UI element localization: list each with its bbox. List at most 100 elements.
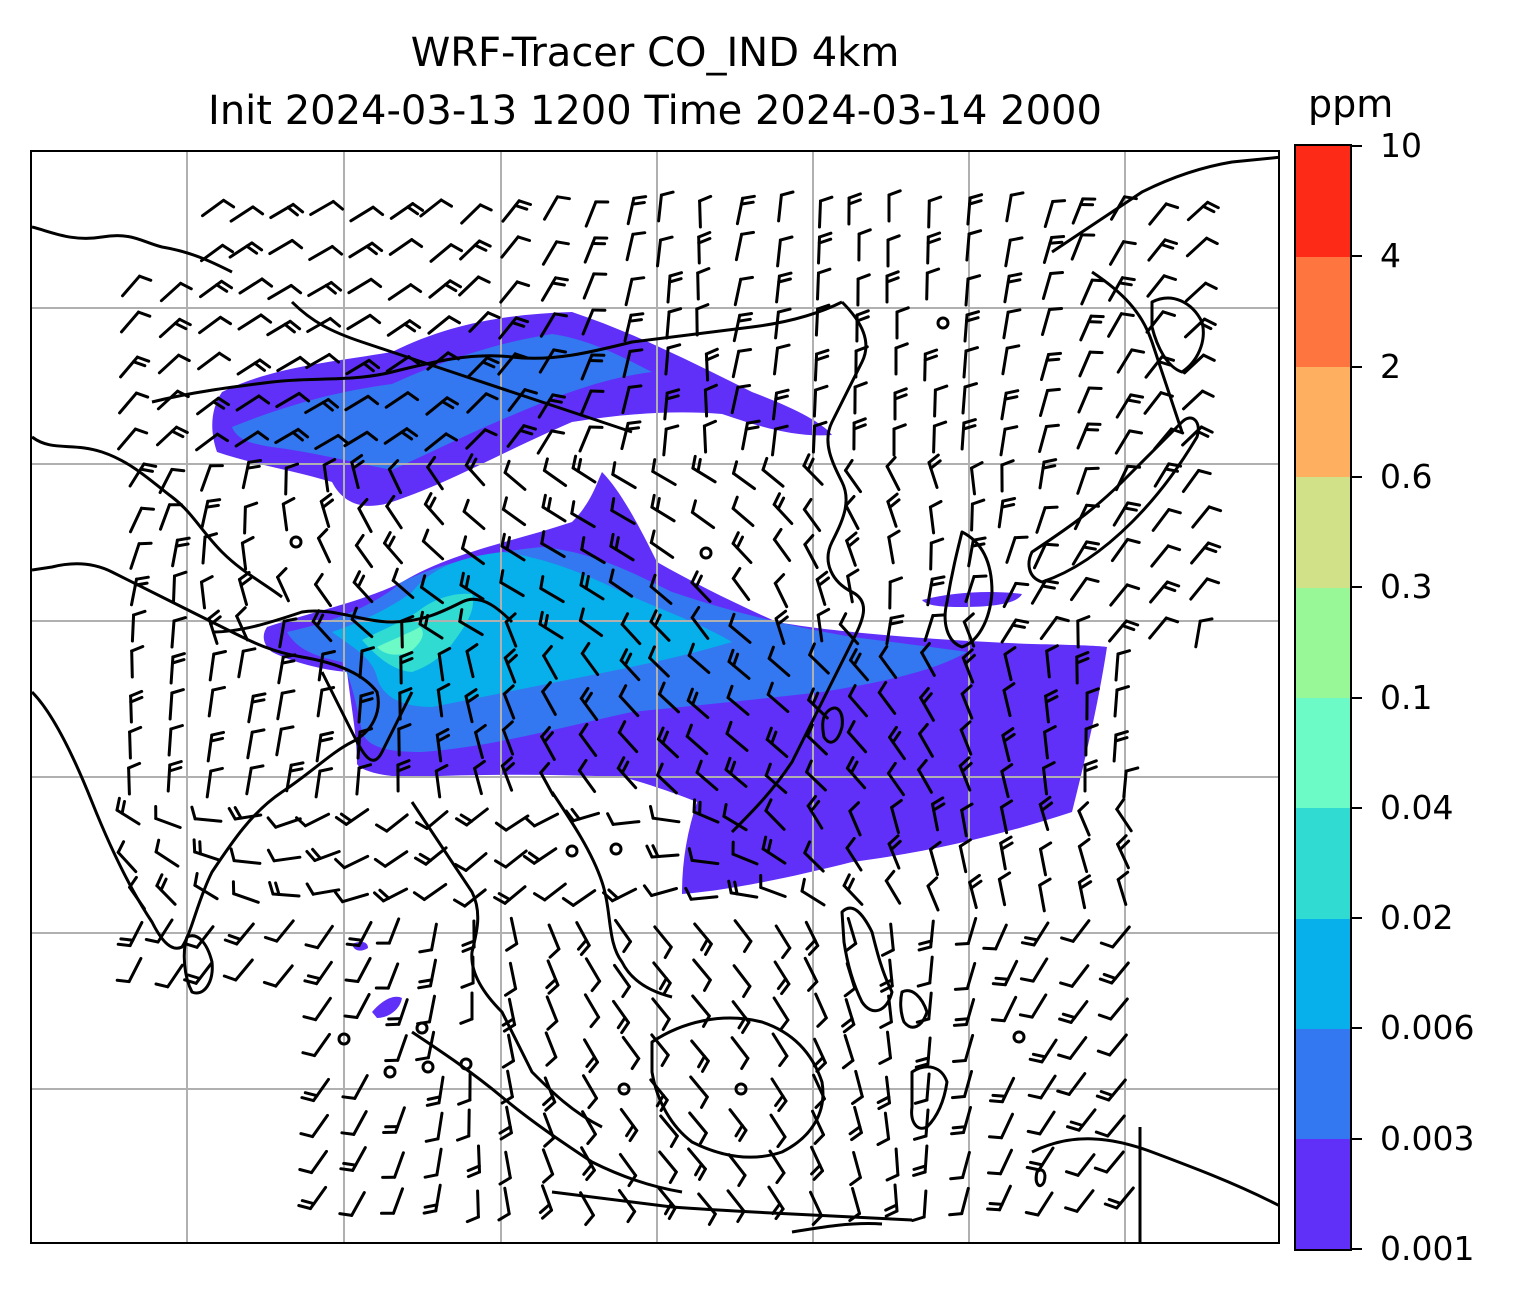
wind-barb-shaft xyxy=(274,427,300,445)
wind-barb-feather xyxy=(628,1129,639,1143)
wind-barb-feather xyxy=(1044,579,1059,585)
wind-barb-shaft xyxy=(994,923,1008,951)
wind-barb-feather xyxy=(362,361,375,373)
wind-barb-feather xyxy=(461,939,476,947)
wind-barb-shaft xyxy=(998,1184,1012,1212)
wind-barb-shaft xyxy=(689,1075,709,1099)
wind-barb-feather xyxy=(1004,389,1020,395)
wind-barb-shaft xyxy=(1033,542,1047,570)
wind-barb-feather xyxy=(133,427,149,435)
wind-barb-feather xyxy=(552,348,567,354)
wind-barb-shaft xyxy=(608,580,634,598)
wind-barb-shaft xyxy=(1077,1108,1097,1132)
wind-barb-feather xyxy=(209,615,222,626)
wind-barb-feather xyxy=(930,575,946,581)
wind-barb-feather xyxy=(281,653,297,659)
wind-barb-shaft xyxy=(1191,505,1211,529)
wind-barb-shaft xyxy=(878,655,898,679)
wind-barb-feather xyxy=(628,348,644,353)
wind-barb-shaft xyxy=(1071,540,1089,566)
wind-barb-feather xyxy=(455,817,469,827)
wind-barb-feather xyxy=(741,1020,751,1034)
wind-barb-shaft xyxy=(539,312,557,338)
wind-barb-shaft xyxy=(728,1108,748,1132)
wind-barb-shaft xyxy=(423,502,445,526)
wind-barb-shaft xyxy=(685,734,709,756)
wind-barb-feather xyxy=(1116,649,1131,656)
wind-barb-shaft xyxy=(1001,346,1009,376)
wind-barb-feather xyxy=(506,653,518,665)
wind-barb-feather xyxy=(722,803,728,818)
wind-barb-feather xyxy=(396,765,411,773)
wind-barb-shaft xyxy=(658,1150,678,1174)
wind-barb-feather xyxy=(645,844,654,859)
wind-barb-shaft xyxy=(1036,1191,1054,1217)
wind-barb-feather xyxy=(500,756,513,768)
wind-barb-shaft xyxy=(650,853,680,859)
wind-barb-shaft xyxy=(154,850,180,868)
wind-barb-feather xyxy=(660,1053,670,1067)
wind-barb-feather xyxy=(1094,1130,1110,1138)
wind-barb-shaft xyxy=(358,649,364,679)
wind-barb-shaft xyxy=(349,205,375,223)
wind-barb-feather xyxy=(1000,841,1014,851)
wind-barb-shaft xyxy=(928,505,936,535)
colorbar-tick xyxy=(1352,696,1362,699)
wind-barb-shaft xyxy=(698,199,702,229)
wind-barb-feather xyxy=(1044,695,1059,704)
wind-barb-feather xyxy=(1164,616,1180,624)
wind-barb-feather xyxy=(515,280,531,288)
wind-barb-shaft xyxy=(350,1191,366,1217)
wind-barb-feather xyxy=(811,1214,823,1226)
wind-barb-feather xyxy=(386,535,396,550)
wind-barb-feather xyxy=(1041,464,1057,470)
wind-barb-feather xyxy=(426,455,437,469)
wind-barb-shaft xyxy=(234,430,260,448)
wind-barb-shaft xyxy=(538,622,564,640)
wind-barb-shaft xyxy=(618,1153,638,1177)
wind-barb-shaft xyxy=(245,766,253,796)
wind-barb-shaft xyxy=(1039,1074,1057,1100)
wind-barb-shaft xyxy=(353,1074,369,1100)
wind-barb-shaft xyxy=(733,277,743,307)
wind-barb-feather xyxy=(582,1163,593,1176)
wind-barb-shaft xyxy=(275,727,283,757)
wind-barb-feather xyxy=(468,457,478,472)
wind-barb-feather xyxy=(776,977,788,990)
wind-barb-feather xyxy=(344,978,360,983)
wind-barb-feather xyxy=(330,245,344,256)
wind-barb-shaft xyxy=(240,541,248,571)
wind-barb-feather xyxy=(499,569,505,584)
wind-barb-shaft xyxy=(343,430,369,448)
wind-barb-shaft xyxy=(271,892,301,898)
wind-barb-feather xyxy=(245,244,259,255)
wind-barb-shaft xyxy=(458,619,484,637)
wind-barb-feather xyxy=(968,199,983,206)
wind-barb-feather xyxy=(1198,321,1213,331)
wind-barb-feather xyxy=(776,307,792,314)
wind-barb-feather xyxy=(845,756,855,770)
wind-barb-feather xyxy=(1103,1202,1119,1210)
wind-barb-feather xyxy=(888,576,903,584)
wind-barb-shaft xyxy=(1114,429,1132,455)
wind-barb-shaft xyxy=(692,810,720,824)
wind-barb-feather xyxy=(1031,1052,1047,1059)
wind-barb-feather xyxy=(648,645,656,660)
wind-barb-feather xyxy=(327,353,341,364)
wind-barb-shaft xyxy=(1000,1076,1016,1104)
wind-barb-shaft xyxy=(922,1189,928,1219)
wind-barb-feather xyxy=(1085,687,1100,695)
wind-barb-shaft xyxy=(616,766,638,790)
wind-barb-feather xyxy=(661,1017,671,1031)
wind-barb-feather xyxy=(497,1212,511,1222)
wind-barb-feather xyxy=(991,1093,1007,1098)
wind-barb-shaft xyxy=(1116,842,1130,870)
wind-barb-feather xyxy=(886,234,901,242)
wind-barb-shaft xyxy=(1181,425,1203,447)
wind-barb-feather xyxy=(694,1162,703,1177)
wind-barb-feather xyxy=(988,1135,1003,1140)
wind-barb-feather xyxy=(808,642,816,657)
wind-barb-feather xyxy=(1118,839,1131,852)
wind-barb-feather xyxy=(1102,972,1117,980)
wind-barb-shaft xyxy=(884,879,902,905)
